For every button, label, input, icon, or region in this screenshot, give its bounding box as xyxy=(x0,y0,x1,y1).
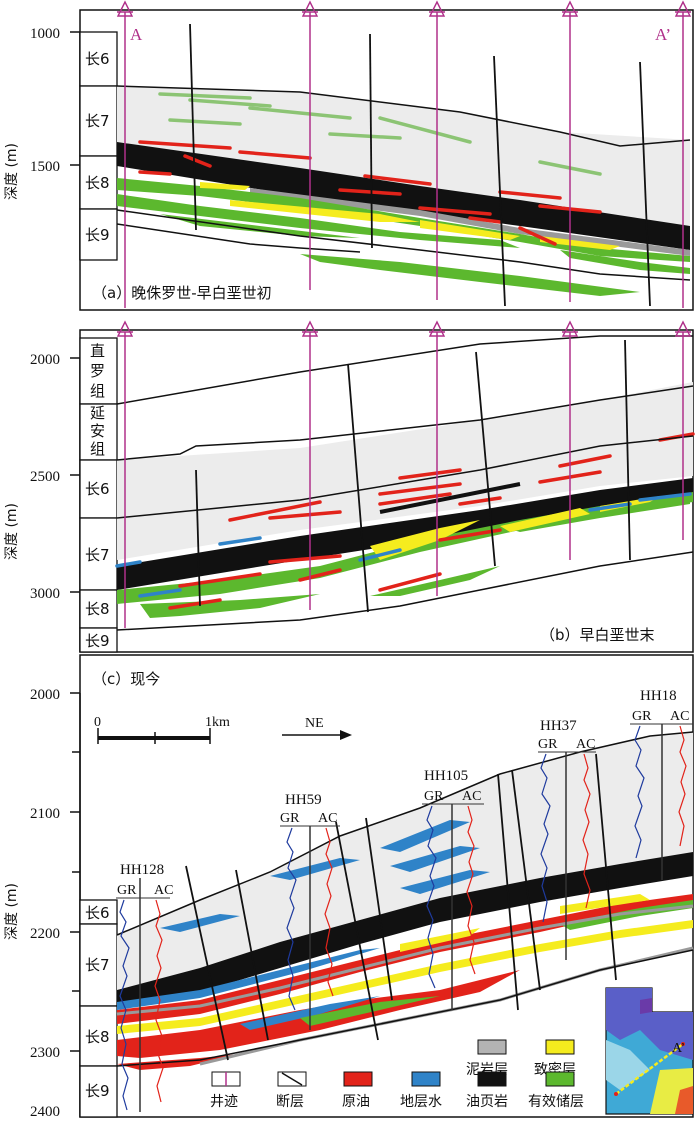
well-hh18 xyxy=(630,723,693,880)
section-start-label: A xyxy=(130,25,143,44)
tick-label-2000b: 2000 xyxy=(30,352,60,368)
panel-b: 2000 2500 3000 深度 (m) 直 罗 组 延 安 组 长6 长7 … xyxy=(4,320,695,653)
caption-c: （c）现今 xyxy=(92,670,160,688)
well-symbols-b xyxy=(116,320,692,337)
tick-label-2000c: 2000 xyxy=(30,687,60,703)
horizons-b xyxy=(116,335,694,631)
legend-reservoir: 有效储层 xyxy=(528,1094,584,1110)
depth-axis-label-a: 深度 (m) xyxy=(4,143,20,200)
well-symbols-a xyxy=(116,0,692,17)
panel-c: 2000 2100 2200 2300 2400 深度 (m) 长6 长7 长8… xyxy=(4,654,694,1120)
formation-a-chang7 xyxy=(117,86,690,236)
caption-b: （b）早白垩世末 xyxy=(540,626,655,644)
layers-c-green xyxy=(300,900,693,1026)
gr-label-hh37: GR xyxy=(538,737,558,752)
gr-label-hh18: GR xyxy=(632,709,652,724)
zone-c-1: 长7 xyxy=(85,956,110,974)
scale-bar: 0 1km xyxy=(94,715,230,744)
tick-label-2300c: 2300 xyxy=(30,1045,60,1061)
ac-label-hh128: AC xyxy=(154,883,173,898)
gray-mudstone-a xyxy=(250,188,690,256)
legend-oil: 原油 xyxy=(342,1094,370,1110)
zone-b-3: 长7 xyxy=(85,546,110,564)
zone-column-a xyxy=(79,31,118,261)
well-hh37 xyxy=(538,751,596,960)
black-layer-b xyxy=(379,482,521,514)
zone-b-4: 长8 xyxy=(85,600,110,618)
depth-axis-label-c: 深度 (m) xyxy=(4,883,20,940)
well-name-hh128: HH128 xyxy=(120,862,164,878)
zone-b-1a: 延 xyxy=(90,404,105,422)
faults-b xyxy=(195,339,631,613)
tick-label-2500b: 2500 xyxy=(30,469,60,485)
zone-b-2: 长6 xyxy=(85,480,110,498)
zone-b-1c: 组 xyxy=(90,440,105,458)
well-name-hh37: HH37 xyxy=(540,718,577,734)
ac-label-hh105: AC xyxy=(462,789,481,804)
oil-shale-c xyxy=(117,852,693,1004)
zone-b-5: 长9 xyxy=(85,632,110,650)
depth-axis-label-b: 深度 (m) xyxy=(4,503,20,560)
zone-b-0b: 罗 xyxy=(90,362,105,380)
section-end-label: A’ xyxy=(655,25,671,44)
legend-oil-shale: 油页岩 xyxy=(466,1094,508,1110)
light-green-layers-a xyxy=(158,92,602,176)
formation-water-b xyxy=(115,492,692,598)
tick-label-3000b: 3000 xyxy=(30,586,60,602)
horizons-c xyxy=(116,731,694,1067)
gr-label-hh59: GR xyxy=(280,811,300,826)
ac-label-hh37: AC xyxy=(576,737,595,752)
legend-water: 地层水 xyxy=(400,1094,442,1110)
zone-column-c xyxy=(79,899,118,1118)
zone-a-2: 长8 xyxy=(85,174,110,192)
well-hh105 xyxy=(422,803,484,1010)
well-hh59 xyxy=(280,825,340,1030)
north-east-arrow: NE xyxy=(282,716,352,740)
scale-zero: 0 xyxy=(94,715,101,730)
oil-shale-a xyxy=(117,142,690,250)
well-name-hh59: HH59 xyxy=(285,792,322,808)
tick-label-2100c: 2100 xyxy=(30,806,60,822)
scale-end: 1km xyxy=(205,715,230,730)
well-logs-c xyxy=(116,723,693,1112)
zone-a-1: 长7 xyxy=(85,112,110,130)
zone-a-3: 长9 xyxy=(85,226,110,244)
well-name-hh18: HH18 xyxy=(640,688,677,704)
map-label-end: A’ xyxy=(672,1041,685,1056)
well-name-hh105: HH105 xyxy=(424,768,468,784)
inset-map: A’ xyxy=(605,987,694,1115)
gr-label-hh128: GR xyxy=(117,883,137,898)
ac-label-hh18: AC xyxy=(670,709,689,724)
horizons-a xyxy=(116,85,691,281)
zone-b-0c: 组 xyxy=(90,382,105,400)
zone-a-0: 长6 xyxy=(85,50,110,68)
direction-label: NE xyxy=(305,716,324,731)
legend-well: 井迹 xyxy=(210,1094,238,1110)
zone-c-3: 长9 xyxy=(85,1082,110,1100)
zone-column-b xyxy=(79,337,118,653)
panel-a: 1000 1500 深度 (m) 长6 长7 长8 长9 xyxy=(4,0,694,311)
wells-b xyxy=(124,332,684,628)
zone-b-0a: 直 xyxy=(90,342,105,360)
tick-label-1000: 1000 xyxy=(30,26,60,42)
faults-a xyxy=(189,23,651,307)
well-hh128 xyxy=(116,878,170,1112)
zone-c-0: 长6 xyxy=(85,904,110,922)
ac-label-hh59: AC xyxy=(318,811,337,826)
legend-fault: 断层 xyxy=(276,1094,304,1110)
zone-b-1b: 安 xyxy=(90,422,105,440)
tick-label-2400c: 2400 xyxy=(30,1104,60,1120)
oil-shale-b xyxy=(117,478,693,590)
tick-label-1500: 1500 xyxy=(30,159,60,175)
wells-a xyxy=(124,12,684,308)
tick-label-2200c: 2200 xyxy=(30,926,60,942)
legend: 泥岩层 致密层 井迹 断层 原油 地层水 油页岩 有效储层 xyxy=(210,1039,584,1110)
zone-c-2: 长8 xyxy=(85,1028,110,1046)
gr-label-hh105: GR xyxy=(424,789,444,804)
faults-c xyxy=(185,753,617,1061)
caption-a: （a）晚侏罗世-早白垩世初 xyxy=(92,284,272,302)
